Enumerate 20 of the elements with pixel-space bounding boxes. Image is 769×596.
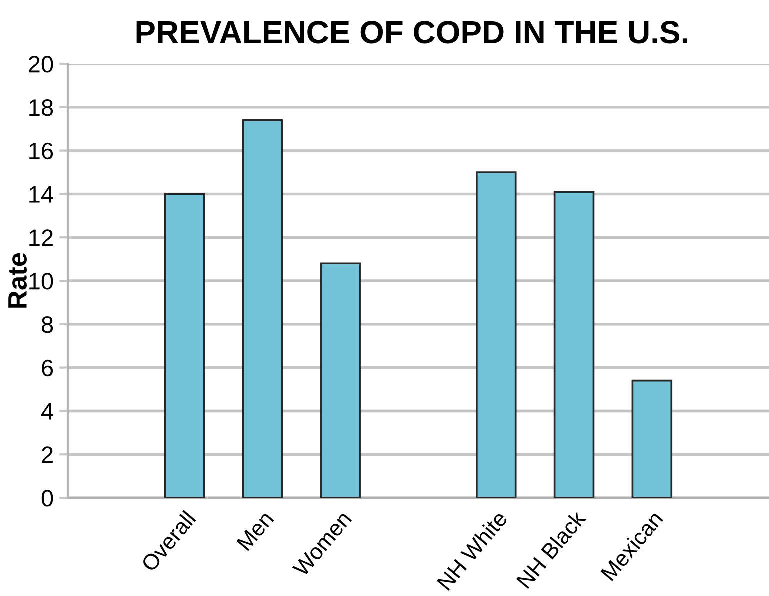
y-axis-title: Rate bbox=[8, 253, 28, 308]
bar bbox=[476, 172, 517, 498]
y-tick-label: 8 bbox=[42, 316, 54, 334]
y-tick-label: 14 bbox=[30, 186, 54, 203]
bar bbox=[320, 262, 361, 498]
y-tick-label: 16 bbox=[30, 142, 54, 160]
y-tick-label: 10 bbox=[30, 273, 54, 290]
bar bbox=[632, 380, 673, 498]
y-tick-label: 6 bbox=[42, 360, 54, 377]
y-tick-label: 0 bbox=[42, 490, 54, 507]
y-tick-label: 4 bbox=[42, 404, 54, 420]
y-tick-label: 12 bbox=[30, 230, 53, 246]
y-tick-label: 2 bbox=[42, 446, 53, 464]
x-tick-label: Men bbox=[236, 510, 274, 552]
chart-title: PREVALENCE OF COPD IN THE U.S. bbox=[136, 21, 688, 44]
bar bbox=[242, 120, 284, 498]
bar bbox=[554, 191, 595, 498]
y-tick-label: 18 bbox=[30, 99, 54, 116]
bar bbox=[164, 193, 206, 498]
y-tick-label: 20 bbox=[29, 56, 54, 73]
